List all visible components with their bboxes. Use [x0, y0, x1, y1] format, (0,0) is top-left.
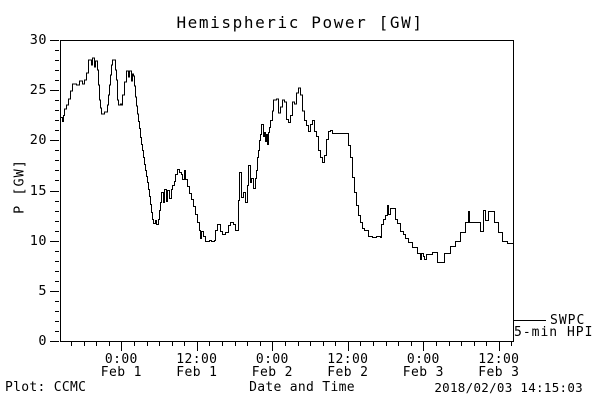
x-tick-label-date: Feb 1	[176, 365, 218, 380]
x-tick-label-date: Feb 1	[100, 365, 142, 380]
y-tick-label: 30	[29, 32, 47, 48]
x-tick-label-time: 12:00	[327, 352, 369, 367]
x-tick-label-time: 0:00	[104, 352, 138, 367]
x-tick-label-date: Feb 3	[478, 365, 520, 380]
x-tick-label-time: 0:00	[255, 352, 289, 367]
y-tick-label: 10	[29, 232, 47, 249]
x-tick-label-date: Feb 3	[402, 365, 444, 380]
chart-title: Hemispheric Power [GW]	[176, 13, 424, 32]
legend-series-desc: 5-min HPI	[514, 325, 594, 340]
legend-series-name: SWPC	[550, 313, 586, 328]
plot-credit: Plot: CCMC	[5, 380, 87, 395]
y-tick-label: 20	[29, 132, 47, 149]
x-axis-label: Date and Time	[249, 380, 355, 395]
plot-frame	[60, 40, 514, 342]
data-line-swpc-hpi	[60, 57, 514, 264]
plot-timestamp: 2018/02/03 14:15:03	[434, 380, 583, 395]
y-tick-label: 15	[29, 182, 47, 199]
x-tick-label-time: 12:00	[176, 352, 218, 367]
y-tick-label: 25	[29, 82, 47, 99]
x-tick-label-time: 0:00	[406, 352, 440, 367]
x-tick-label-time: 12:00	[478, 352, 520, 367]
y-tick-label: 0	[38, 333, 47, 349]
x-tick-label-date: Feb 2	[327, 365, 369, 380]
y-tick-label: 5	[38, 282, 47, 299]
x-tick-label-date: Feb 2	[251, 365, 293, 380]
